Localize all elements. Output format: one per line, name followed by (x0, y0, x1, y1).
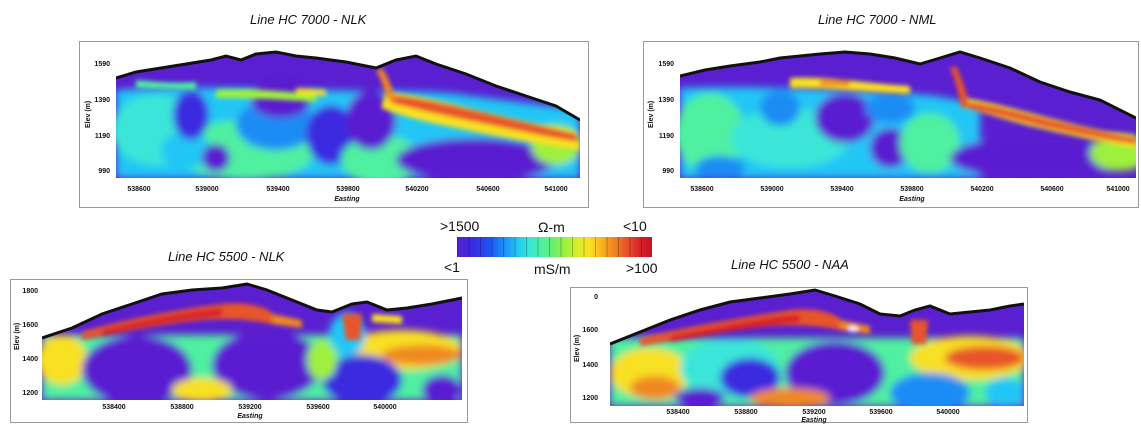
y-tick: 1200 (582, 395, 598, 402)
y-tick: 1390 (658, 97, 674, 104)
y-axis-label: Elev (m) (574, 334, 581, 362)
colorbar-max-resistivity: >1500 (440, 218, 480, 234)
x-axis-label: Easting (899, 196, 925, 203)
y-tick: 1190 (658, 133, 674, 140)
colorbar-legend: >1500 Ω-m <10 <1 mS/m >100 (440, 216, 670, 277)
x-tick: 538800 (170, 404, 194, 411)
colorbar-conductivity-unit: mS/m (534, 261, 571, 277)
y-tick: 1590 (94, 61, 110, 68)
x-axis-label: Easting (237, 413, 263, 420)
x-tick: 538600 (127, 186, 151, 193)
x-tick: 541000 (1106, 186, 1130, 193)
y-tick: 1190 (94, 133, 110, 140)
y-tick: 0 (594, 294, 598, 301)
x-tick: 540200 (970, 186, 994, 193)
panel-title: Line HC 5500 - NLK (168, 249, 285, 264)
resistivity-section-plot (680, 48, 1136, 178)
y-axis-label: Elev (m) (85, 100, 92, 128)
resistivity-section-plot (116, 50, 580, 178)
x-tick: 540600 (476, 186, 500, 193)
section-panel-hc5500-naa: Line HC 5500 - NAA Elev (m) 0 1600 1400 … (560, 240, 1040, 424)
section-panel-hc7000-nml: Line HC 7000 - NML Elev (m) 1590 1390 11… (600, 0, 1141, 215)
x-tick: 539000 (760, 186, 784, 193)
x-tick: 539200 (802, 409, 826, 416)
x-tick: 539800 (900, 186, 924, 193)
resistivity-section-plot (610, 288, 1024, 406)
x-tick: 540200 (405, 186, 429, 193)
colorbar-ticks (457, 237, 652, 257)
colorbar-min-conductivity: <1 (444, 259, 460, 275)
y-tick: 990 (98, 168, 110, 175)
colorbar-max-conductivity: >100 (626, 260, 658, 276)
panel-title: Line HC 7000 - NML (818, 12, 937, 27)
y-tick: 1600 (582, 327, 598, 334)
section-panel-hc7000-nlk: Line HC 7000 - NLK Elev (m) 1590 1390 11… (0, 0, 600, 215)
panel-title: Line HC 5500 - NAA (731, 257, 849, 272)
x-tick: 539400 (830, 186, 854, 193)
x-axis-label: Easting (334, 196, 360, 203)
y-axis-label: Elev (m) (648, 100, 655, 128)
panel-title: Line HC 7000 - NLK (250, 12, 367, 27)
x-tick: 540000 (936, 409, 960, 416)
x-tick: 541000 (544, 186, 568, 193)
x-tick: 538600 (690, 186, 714, 193)
colorbar-gradient (457, 237, 652, 257)
section-panel-hc5500-nlk: Line HC 5500 - NLK Elev (m) 1800 1600 14… (0, 240, 480, 423)
y-tick: 1590 (658, 61, 674, 68)
colorbar-min-resistivity: <10 (623, 218, 647, 234)
x-tick: 539600 (306, 404, 330, 411)
y-tick: 1800 (22, 288, 38, 295)
x-tick: 539200 (238, 404, 262, 411)
x-tick: 539800 (336, 186, 360, 193)
x-tick: 538800 (734, 409, 758, 416)
y-tick: 1400 (22, 356, 38, 363)
y-tick: 1600 (22, 322, 38, 329)
colorbar-resistivity-unit: Ω-m (538, 219, 565, 235)
x-tick: 538400 (102, 404, 126, 411)
y-tick: 990 (662, 168, 674, 175)
y-tick: 1390 (94, 97, 110, 104)
x-tick: 539400 (266, 186, 290, 193)
y-tick: 1200 (22, 390, 38, 397)
x-tick: 538400 (666, 409, 690, 416)
x-axis-label: Easting (801, 417, 827, 424)
x-tick: 540600 (1040, 186, 1064, 193)
x-tick: 539000 (195, 186, 219, 193)
resistivity-section-plot (42, 280, 462, 400)
x-tick: 539600 (869, 409, 893, 416)
y-tick: 1400 (582, 362, 598, 369)
x-tick: 540000 (373, 404, 397, 411)
